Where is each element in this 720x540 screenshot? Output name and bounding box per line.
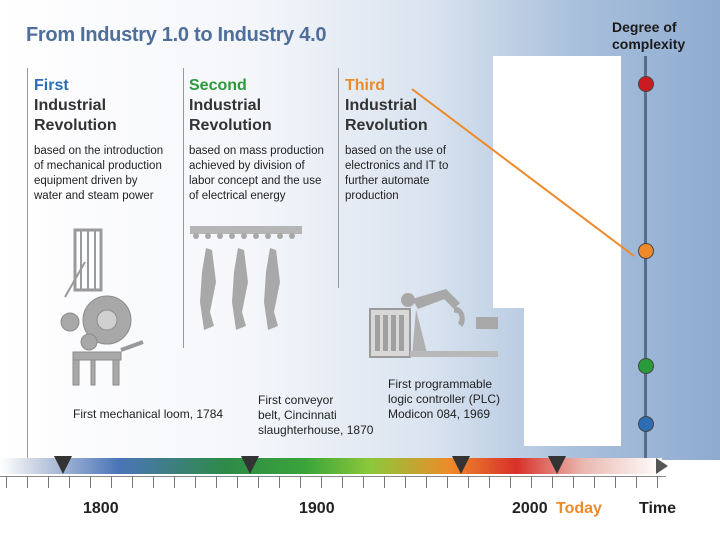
divider-third xyxy=(338,68,339,288)
complexity-dot-second xyxy=(638,358,654,374)
timeline-axis-line xyxy=(0,476,666,477)
marker-fourth xyxy=(548,456,566,474)
timeline-tick xyxy=(153,476,154,488)
timeline-tick xyxy=(132,476,133,488)
divider-second xyxy=(183,68,184,348)
complexity-dot-fourth xyxy=(638,76,654,92)
year-1900: 1900 xyxy=(299,500,335,517)
timeline-tick xyxy=(552,476,553,488)
timeline-tick xyxy=(300,476,301,488)
third-revolution-heading: Third Industrial Revolution xyxy=(345,77,428,134)
year-2000: 2000 xyxy=(512,500,548,517)
timeline-ticks xyxy=(0,476,666,490)
timeline-tick xyxy=(594,476,595,488)
timeline-tick xyxy=(279,476,280,488)
timeline-tick xyxy=(531,476,532,488)
timeline-tick xyxy=(258,476,259,488)
complexity-dot-third xyxy=(638,243,654,259)
timeline-tick xyxy=(321,476,322,488)
blank-panel-top xyxy=(493,56,621,308)
timeline-tick xyxy=(69,476,70,488)
timeline-tick xyxy=(174,476,175,488)
timeline-tick xyxy=(384,476,385,488)
timeline-tick xyxy=(90,476,91,488)
timeline-tick xyxy=(510,476,511,488)
timeline-tick xyxy=(216,476,217,488)
degree-of-complexity-label: Degree of complexity xyxy=(612,19,686,52)
timeline-tick xyxy=(342,476,343,488)
year-1800: 1800 xyxy=(83,500,119,517)
first-revolution-description: based on the introduction of mechanical … xyxy=(34,145,164,202)
complexity-dot-first xyxy=(638,416,654,432)
first-revolution-heading: First Industrial Revolution xyxy=(34,77,117,134)
timeline-tick xyxy=(636,476,637,488)
timeline-tick xyxy=(468,476,469,488)
third-revolution-description: based on the use of electronics and IT t… xyxy=(345,145,449,202)
page-title: From Industry 1.0 to Industry 4.0 xyxy=(26,24,327,46)
plc-caption: First programmable logic controller (PLC… xyxy=(388,377,501,421)
marker-second xyxy=(241,456,259,474)
timeline-tick xyxy=(489,476,490,488)
blank-panel-bottom xyxy=(524,300,621,446)
divider-first xyxy=(27,68,28,458)
timeline-tick xyxy=(426,476,427,488)
timeline-tick xyxy=(6,476,7,488)
timeline-tick xyxy=(111,476,112,488)
second-revolution-heading: Second Industrial Revolution xyxy=(189,77,272,134)
timeline-tick xyxy=(405,476,406,488)
timeline-tick xyxy=(615,476,616,488)
timeline-tick xyxy=(573,476,574,488)
timeline-tick xyxy=(195,476,196,488)
timeline-tick xyxy=(27,476,28,488)
conveyor-caption: First conveyor belt, Cincinnati slaughte… xyxy=(258,393,374,437)
second-revolution-description: based on mass production achieved by div… xyxy=(189,145,324,202)
loom-caption: First mechanical loom, 1784 xyxy=(73,407,224,421)
timeline-tick xyxy=(48,476,49,488)
timeline-bar xyxy=(0,458,662,474)
conveyor-illustration xyxy=(190,226,302,330)
today-label: Today xyxy=(556,500,602,517)
time-label: Time xyxy=(639,500,677,517)
timeline-tick xyxy=(447,476,448,488)
timeline-tick xyxy=(363,476,364,488)
marker-first xyxy=(54,456,72,474)
mechanical-loom-illustration xyxy=(60,228,144,386)
timeline-tick xyxy=(657,476,658,488)
marker-third xyxy=(452,456,470,474)
timeline-arrowhead xyxy=(656,458,668,474)
plc-robot-illustration xyxy=(369,289,498,358)
timeline-tick xyxy=(237,476,238,488)
